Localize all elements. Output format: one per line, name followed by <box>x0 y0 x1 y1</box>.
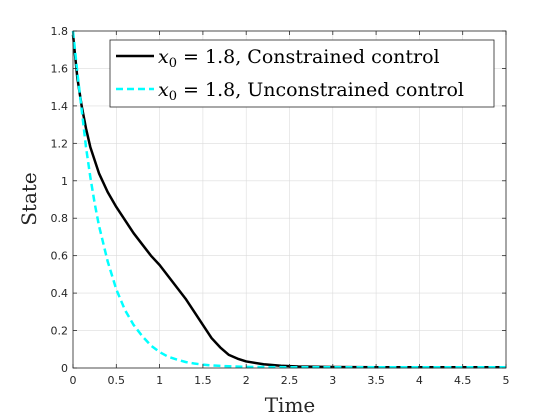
x-tick-label: 2 <box>243 374 250 387</box>
y-axis-title: State <box>17 172 41 226</box>
x-axis-title: Time <box>265 393 316 417</box>
x-tick-label: 3.5 <box>367 374 385 387</box>
y-tick-labels: 0 0.2 0.4 0.6 0.8 1 1.2 1.4 1.6 1.8 <box>51 25 69 375</box>
y-tick-label: 0.4 <box>51 287 69 300</box>
x-tick-label: 0 <box>70 374 77 387</box>
y-tick-label: 0.8 <box>51 212 69 225</box>
y-tick-label: 1.6 <box>51 62 69 75</box>
y-tick-label: 0.2 <box>51 325 69 338</box>
x-tick-label: 3 <box>329 374 336 387</box>
legend-label-constrained: x0 = 1.8, Constrained control <box>158 46 440 71</box>
x-tick-label: 0.5 <box>108 374 126 387</box>
x-tick-label: 2.5 <box>281 374 299 387</box>
series-layer <box>71 30 506 369</box>
y-tick-label: 1.2 <box>51 137 69 150</box>
x-tick-label: 4 <box>416 374 423 387</box>
y-tick-label: 1.8 <box>51 25 69 38</box>
legend: x0 = 1.8, Constrained control x0 = 1.8, … <box>109 39 495 108</box>
tick-marks <box>72 30 507 369</box>
y-tick-label: 1.4 <box>51 100 69 113</box>
x-tick-labels: 0 0.5 1 1.5 2 2.5 3 3.5 4 4.5 5 <box>70 374 510 387</box>
x-tick-label: 1 <box>156 374 163 387</box>
x-tick-label: 4.5 <box>454 374 472 387</box>
y-tick-label: 0 <box>61 362 68 375</box>
y-tick-label: 0.6 <box>51 250 69 263</box>
legend-box <box>109 39 495 108</box>
x-tick-label: 5 <box>503 374 510 387</box>
x-tick-label: 1.5 <box>194 374 212 387</box>
y-tick-label: 1 <box>61 175 68 188</box>
series-line-constrained <box>71 34 506 369</box>
series-line-unconstrained <box>71 30 506 369</box>
legend-label-unconstrained: x0 = 1.8, Unconstrained control <box>158 79 464 104</box>
